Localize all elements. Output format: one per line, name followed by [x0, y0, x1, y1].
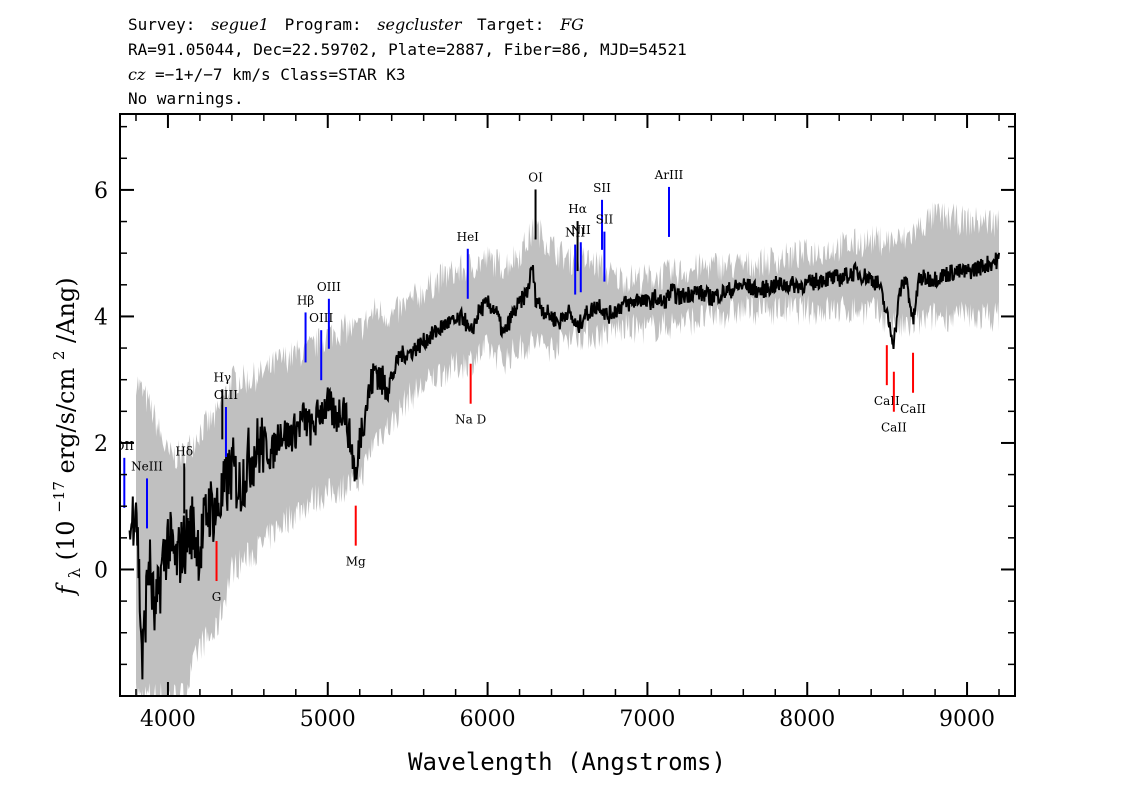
- y-axis-squared: 2: [50, 351, 68, 361]
- spectral-lines: OIINeIIIHδHγOIIIHβOIIIOIIIHeIOINIIHαNIIS…: [115, 168, 926, 604]
- program-label: Program:: [285, 15, 362, 34]
- survey-value: segue1: [211, 15, 269, 34]
- emission-line-label: Hγ: [213, 370, 231, 384]
- emission-line-label: SII: [596, 213, 614, 227]
- emission-line-label: NeIII: [131, 459, 163, 473]
- target-label: Target:: [477, 15, 544, 34]
- absorption-line-label: G: [212, 590, 222, 604]
- emission-line-label: HeI: [457, 230, 480, 244]
- emission-line-label: NII: [565, 226, 585, 240]
- class-info: km/s Class=STAR K3: [232, 65, 405, 84]
- cz-value: =−1+/−7: [155, 65, 222, 84]
- x-tick-label: 5000: [300, 707, 356, 732]
- emission-line-label: OIII: [317, 280, 341, 294]
- x-tick-label: 9000: [939, 707, 995, 732]
- cz-symbol: cz: [128, 65, 146, 84]
- x-tick-label: 4000: [140, 707, 196, 732]
- header-line-2: RA=91.05044, Dec=22.59702, Plate=2887, F…: [128, 40, 687, 59]
- emission-line-label: OIII: [214, 388, 238, 402]
- header-line-4: No warnings.: [128, 89, 244, 108]
- absorption-line-label: Na D: [455, 413, 486, 427]
- y-tick-label: 2: [94, 432, 108, 457]
- program-value: segcluster: [377, 15, 462, 34]
- y-tick-label: 0: [94, 558, 108, 583]
- x-tick-label: 7000: [619, 707, 675, 732]
- header-line-1: Survey: segue1 Program: segcluster Targe…: [128, 15, 584, 34]
- y-axis-title: f λ (10 −17 erg/s/cm 2 /Ang): [42, 277, 86, 596]
- y-axis-close: /Ang): [52, 277, 80, 343]
- emission-line-label: OIII: [309, 311, 333, 325]
- absorption-line-label: CaII: [874, 394, 900, 408]
- emission-line-label: ArIII: [654, 168, 684, 182]
- emission-line-label: SII: [593, 181, 611, 195]
- emission-line-label: Hα: [568, 202, 587, 216]
- flux-line: [128, 252, 1000, 680]
- absorption-line-label: CaII: [881, 421, 907, 435]
- y-axis-f-symbol: f: [52, 582, 80, 597]
- target-value: FG: [559, 15, 584, 34]
- emission-line-label: OI: [528, 170, 543, 184]
- y-axis-exponent: −17: [50, 481, 68, 513]
- y-tick-label: 4: [94, 305, 108, 330]
- emission-line-label: NII: [571, 223, 591, 237]
- header-block: Survey: segue1 Program: segcluster Targe…: [128, 15, 687, 108]
- plot-area: OIINeIIIHδHγOIIIHβOIIIOIIIHeIOINIIHαNIIS…: [115, 168, 1000, 696]
- y-axis-lambda: λ: [65, 568, 84, 578]
- x-tick-label: 6000: [460, 707, 516, 732]
- emission-line-label: Hδ: [175, 444, 193, 458]
- plot-frame: [119, 113, 1016, 697]
- absorption-line-label: Mg: [346, 555, 366, 569]
- y-axis-open: (10: [52, 520, 80, 560]
- error-band: [136, 201, 999, 696]
- survey-label: Survey:: [128, 15, 195, 34]
- emission-line-label: OII: [115, 439, 135, 453]
- emission-line-label: Hβ: [297, 293, 314, 307]
- y-axis-units: erg/s/cm: [52, 368, 80, 474]
- x-axis-title: Wavelength (Angstroms): [408, 748, 726, 776]
- y-tick-label: 6: [94, 179, 108, 204]
- axis-ticks: 4000 5000 6000 7000 8000 9000 0 2 4 6: [94, 114, 1015, 732]
- x-tick-label: 8000: [779, 707, 835, 732]
- header-line-3: cz =−1+/−7 km/s Class=STAR K3: [128, 65, 406, 84]
- absorption-line-label: CaII: [900, 402, 926, 416]
